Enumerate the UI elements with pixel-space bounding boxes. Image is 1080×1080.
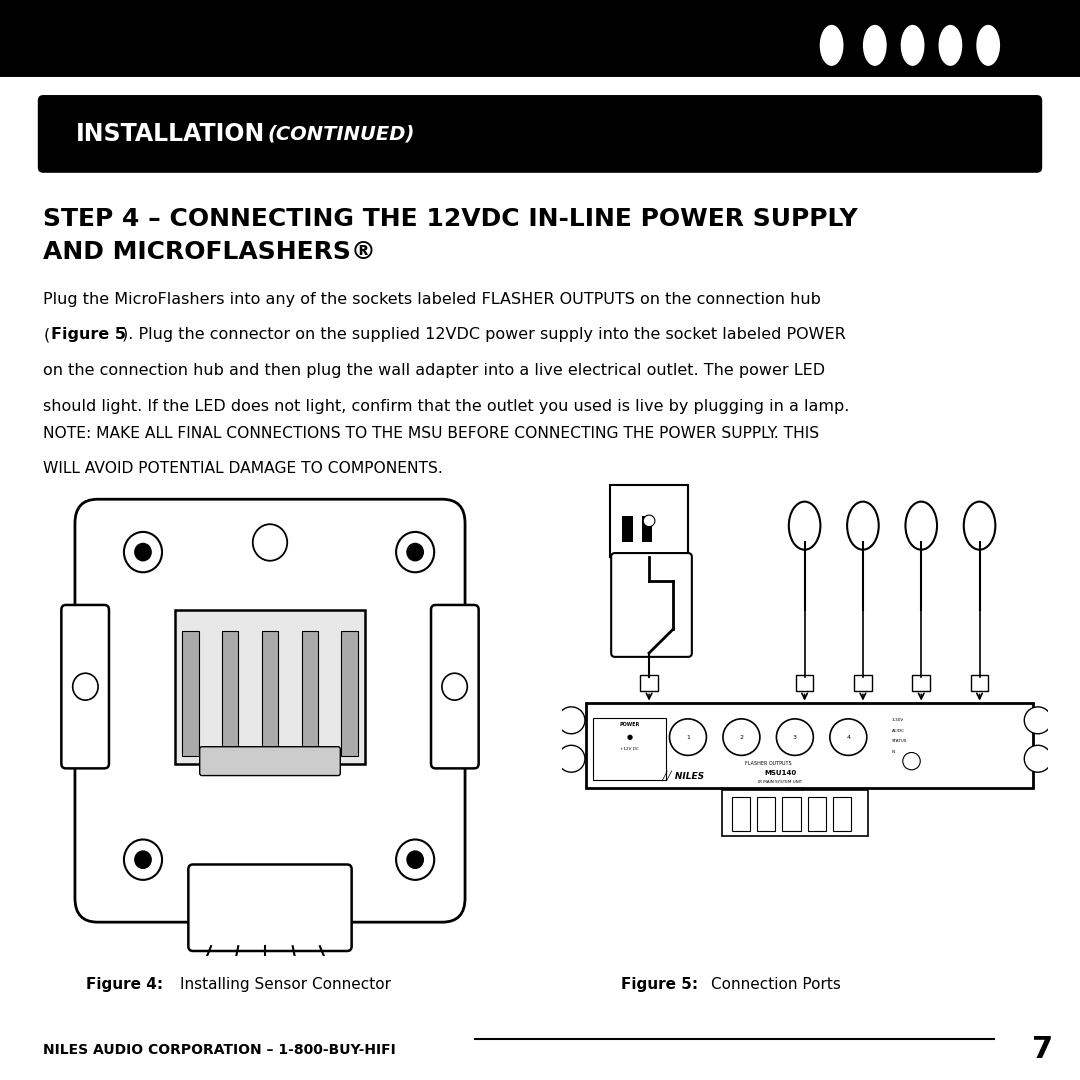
Text: (: ( [43, 327, 50, 342]
Circle shape [670, 719, 706, 755]
Ellipse shape [901, 25, 924, 66]
Bar [808, 797, 826, 831]
Circle shape [135, 543, 151, 561]
Ellipse shape [863, 25, 887, 66]
Circle shape [253, 524, 287, 561]
Circle shape [1024, 745, 1052, 772]
FancyBboxPatch shape [62, 605, 109, 768]
FancyBboxPatch shape [723, 789, 868, 836]
Circle shape [644, 515, 654, 527]
Text: 3: 3 [793, 734, 797, 740]
Ellipse shape [788, 501, 821, 550]
Bar [854, 675, 872, 691]
Circle shape [557, 745, 585, 772]
FancyBboxPatch shape [0, 0, 1080, 78]
Text: 1: 1 [686, 734, 690, 740]
Text: STEP 4 – CONNECTING THE 12VDC IN-LINE POWER SUPPLY: STEP 4 – CONNECTING THE 12VDC IN-LINE PO… [43, 207, 858, 231]
FancyBboxPatch shape [610, 485, 688, 557]
Ellipse shape [976, 25, 1000, 66]
Circle shape [557, 706, 585, 733]
Text: WILL AVOID POTENTIAL DAMAGE TO COMPONENTS.: WILL AVOID POTENTIAL DAMAGE TO COMPONENT… [43, 461, 443, 476]
Text: NILES AUDIO CORPORATION – 1-800-BUY-HIFI: NILES AUDIO CORPORATION – 1-800-BUY-HIFI [43, 1043, 396, 1056]
Text: (CONTINUED): (CONTINUED) [268, 124, 415, 144]
Bar [971, 675, 988, 691]
Bar [833, 797, 851, 831]
Text: IR MAIN SYSTEM UNIT: IR MAIN SYSTEM UNIT [758, 780, 802, 784]
Text: POWER: POWER [620, 721, 639, 727]
Text: 2: 2 [740, 734, 743, 740]
Text: STATUS: STATUS [892, 740, 907, 743]
Text: ). Plug the connector on the supplied 12VDC power supply into the socket labeled: ). Plug the connector on the supplied 12… [122, 327, 846, 342]
Text: MSU140: MSU140 [765, 770, 796, 777]
Bar [222, 632, 239, 756]
FancyBboxPatch shape [188, 864, 352, 951]
Ellipse shape [963, 501, 996, 550]
Circle shape [72, 673, 98, 700]
Circle shape [407, 543, 423, 561]
Bar [261, 632, 279, 756]
FancyBboxPatch shape [585, 703, 1032, 787]
Bar [732, 797, 751, 831]
Text: Plug the MicroFlashers into any of the sockets labeled FLASHER OUTPUTS on the co: Plug the MicroFlashers into any of the s… [43, 292, 821, 307]
Bar [796, 675, 813, 691]
FancyBboxPatch shape [611, 553, 692, 657]
Bar [642, 516, 652, 542]
FancyBboxPatch shape [75, 499, 465, 922]
Bar [301, 632, 318, 756]
Bar [341, 632, 357, 756]
Circle shape [135, 851, 151, 868]
Bar [183, 632, 199, 756]
Text: ╱╱ NILES: ╱╱ NILES [662, 770, 704, 781]
Text: INSTALLATION: INSTALLATION [76, 122, 265, 146]
FancyBboxPatch shape [431, 605, 478, 768]
Ellipse shape [820, 25, 843, 66]
Text: ●: ● [626, 734, 633, 740]
Bar [782, 797, 800, 831]
Text: AND MICROFLASHERS®: AND MICROFLASHERS® [43, 240, 376, 264]
Ellipse shape [847, 501, 879, 550]
Circle shape [723, 719, 760, 755]
Text: should light. If the LED does not light, confirm that the outlet you used is liv: should light. If the LED does not light,… [43, 399, 850, 414]
Ellipse shape [939, 25, 962, 66]
Text: 4: 4 [847, 734, 850, 740]
FancyBboxPatch shape [200, 746, 340, 775]
Text: +12V DC: +12V DC [620, 747, 639, 752]
Circle shape [396, 532, 434, 572]
Bar [622, 516, 633, 542]
Text: Installing Sensor Connector: Installing Sensor Connector [180, 977, 391, 993]
Text: Figure 5:: Figure 5: [621, 977, 698, 993]
Circle shape [124, 532, 162, 572]
Bar [640, 675, 658, 691]
Text: on the connection hub and then plug the wall adapter into a live electrical outl: on the connection hub and then plug the … [43, 363, 825, 378]
Ellipse shape [905, 501, 937, 550]
Bar [757, 797, 775, 831]
Circle shape [396, 839, 434, 880]
FancyBboxPatch shape [175, 610, 365, 764]
Circle shape [903, 753, 920, 770]
Text: IN: IN [892, 750, 896, 754]
Text: 7: 7 [1031, 1036, 1053, 1064]
Text: 3-30V: 3-30V [892, 718, 904, 723]
Text: NOTE: MAKE ALL FINAL CONNECTIONS TO THE MSU BEFORE CONNECTING THE POWER SUPPLY. : NOTE: MAKE ALL FINAL CONNECTIONS TO THE … [43, 426, 820, 441]
Circle shape [777, 719, 813, 755]
Text: Figure 5: Figure 5 [51, 327, 125, 342]
Circle shape [124, 839, 162, 880]
Text: Figure 4:: Figure 4: [86, 977, 163, 993]
Text: INPUT 1: INPUT 1 [785, 786, 805, 792]
FancyBboxPatch shape [38, 95, 1042, 173]
Circle shape [407, 851, 423, 868]
FancyBboxPatch shape [593, 718, 666, 781]
Text: FLASHER OUTPUTS: FLASHER OUTPUTS [745, 761, 792, 766]
Circle shape [442, 673, 468, 700]
Text: AC/DC: AC/DC [892, 729, 905, 733]
Text: Connection Ports: Connection Ports [711, 977, 840, 993]
Circle shape [1024, 706, 1052, 733]
Circle shape [829, 719, 867, 755]
Bar [913, 675, 930, 691]
